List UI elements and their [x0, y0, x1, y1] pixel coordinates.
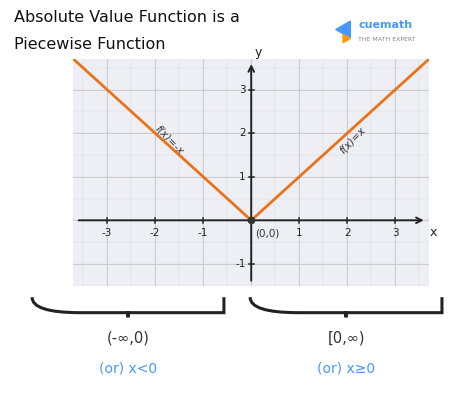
Text: 2: 2 — [344, 228, 351, 238]
Text: (0,0): (0,0) — [255, 228, 280, 238]
Text: (or) x<0: (or) x<0 — [99, 362, 157, 376]
Text: -1: -1 — [198, 228, 209, 238]
Text: x: x — [430, 225, 438, 238]
Text: 1: 1 — [239, 172, 246, 182]
Text: (-∞,0): (-∞,0) — [107, 331, 149, 346]
Text: 1: 1 — [296, 228, 302, 238]
Text: -2: -2 — [150, 228, 160, 238]
Text: y: y — [255, 46, 263, 59]
Text: Absolute Value Function is a: Absolute Value Function is a — [14, 10, 240, 25]
Text: f(x)=x: f(x)=x — [337, 125, 367, 155]
Text: -1: -1 — [235, 259, 246, 269]
Text: [0,∞): [0,∞) — [327, 331, 365, 346]
Text: Piecewise Function: Piecewise Function — [14, 37, 166, 52]
Text: 3: 3 — [392, 228, 399, 238]
Text: cuemath: cuemath — [358, 20, 412, 30]
Text: -3: -3 — [102, 228, 112, 238]
Text: 2: 2 — [239, 128, 246, 138]
Text: THE MATH EXPERT: THE MATH EXPERT — [358, 37, 416, 42]
Text: (or) x≥0: (or) x≥0 — [317, 362, 375, 376]
Text: f(x)=-x: f(x)=-x — [153, 123, 186, 156]
Text: 3: 3 — [239, 85, 246, 95]
